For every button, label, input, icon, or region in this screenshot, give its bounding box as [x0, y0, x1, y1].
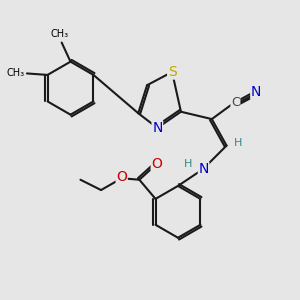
Text: N: N	[152, 121, 163, 135]
Text: CH₃: CH₃	[6, 68, 24, 78]
Text: N: N	[198, 162, 209, 176]
Text: N: N	[251, 85, 261, 99]
Text: H: H	[234, 138, 242, 148]
Text: H: H	[184, 159, 193, 169]
Text: CH₃: CH₃	[50, 29, 68, 39]
Text: S: S	[168, 65, 176, 79]
Text: O: O	[116, 170, 127, 184]
Text: C: C	[231, 96, 240, 109]
Text: O: O	[151, 157, 162, 171]
